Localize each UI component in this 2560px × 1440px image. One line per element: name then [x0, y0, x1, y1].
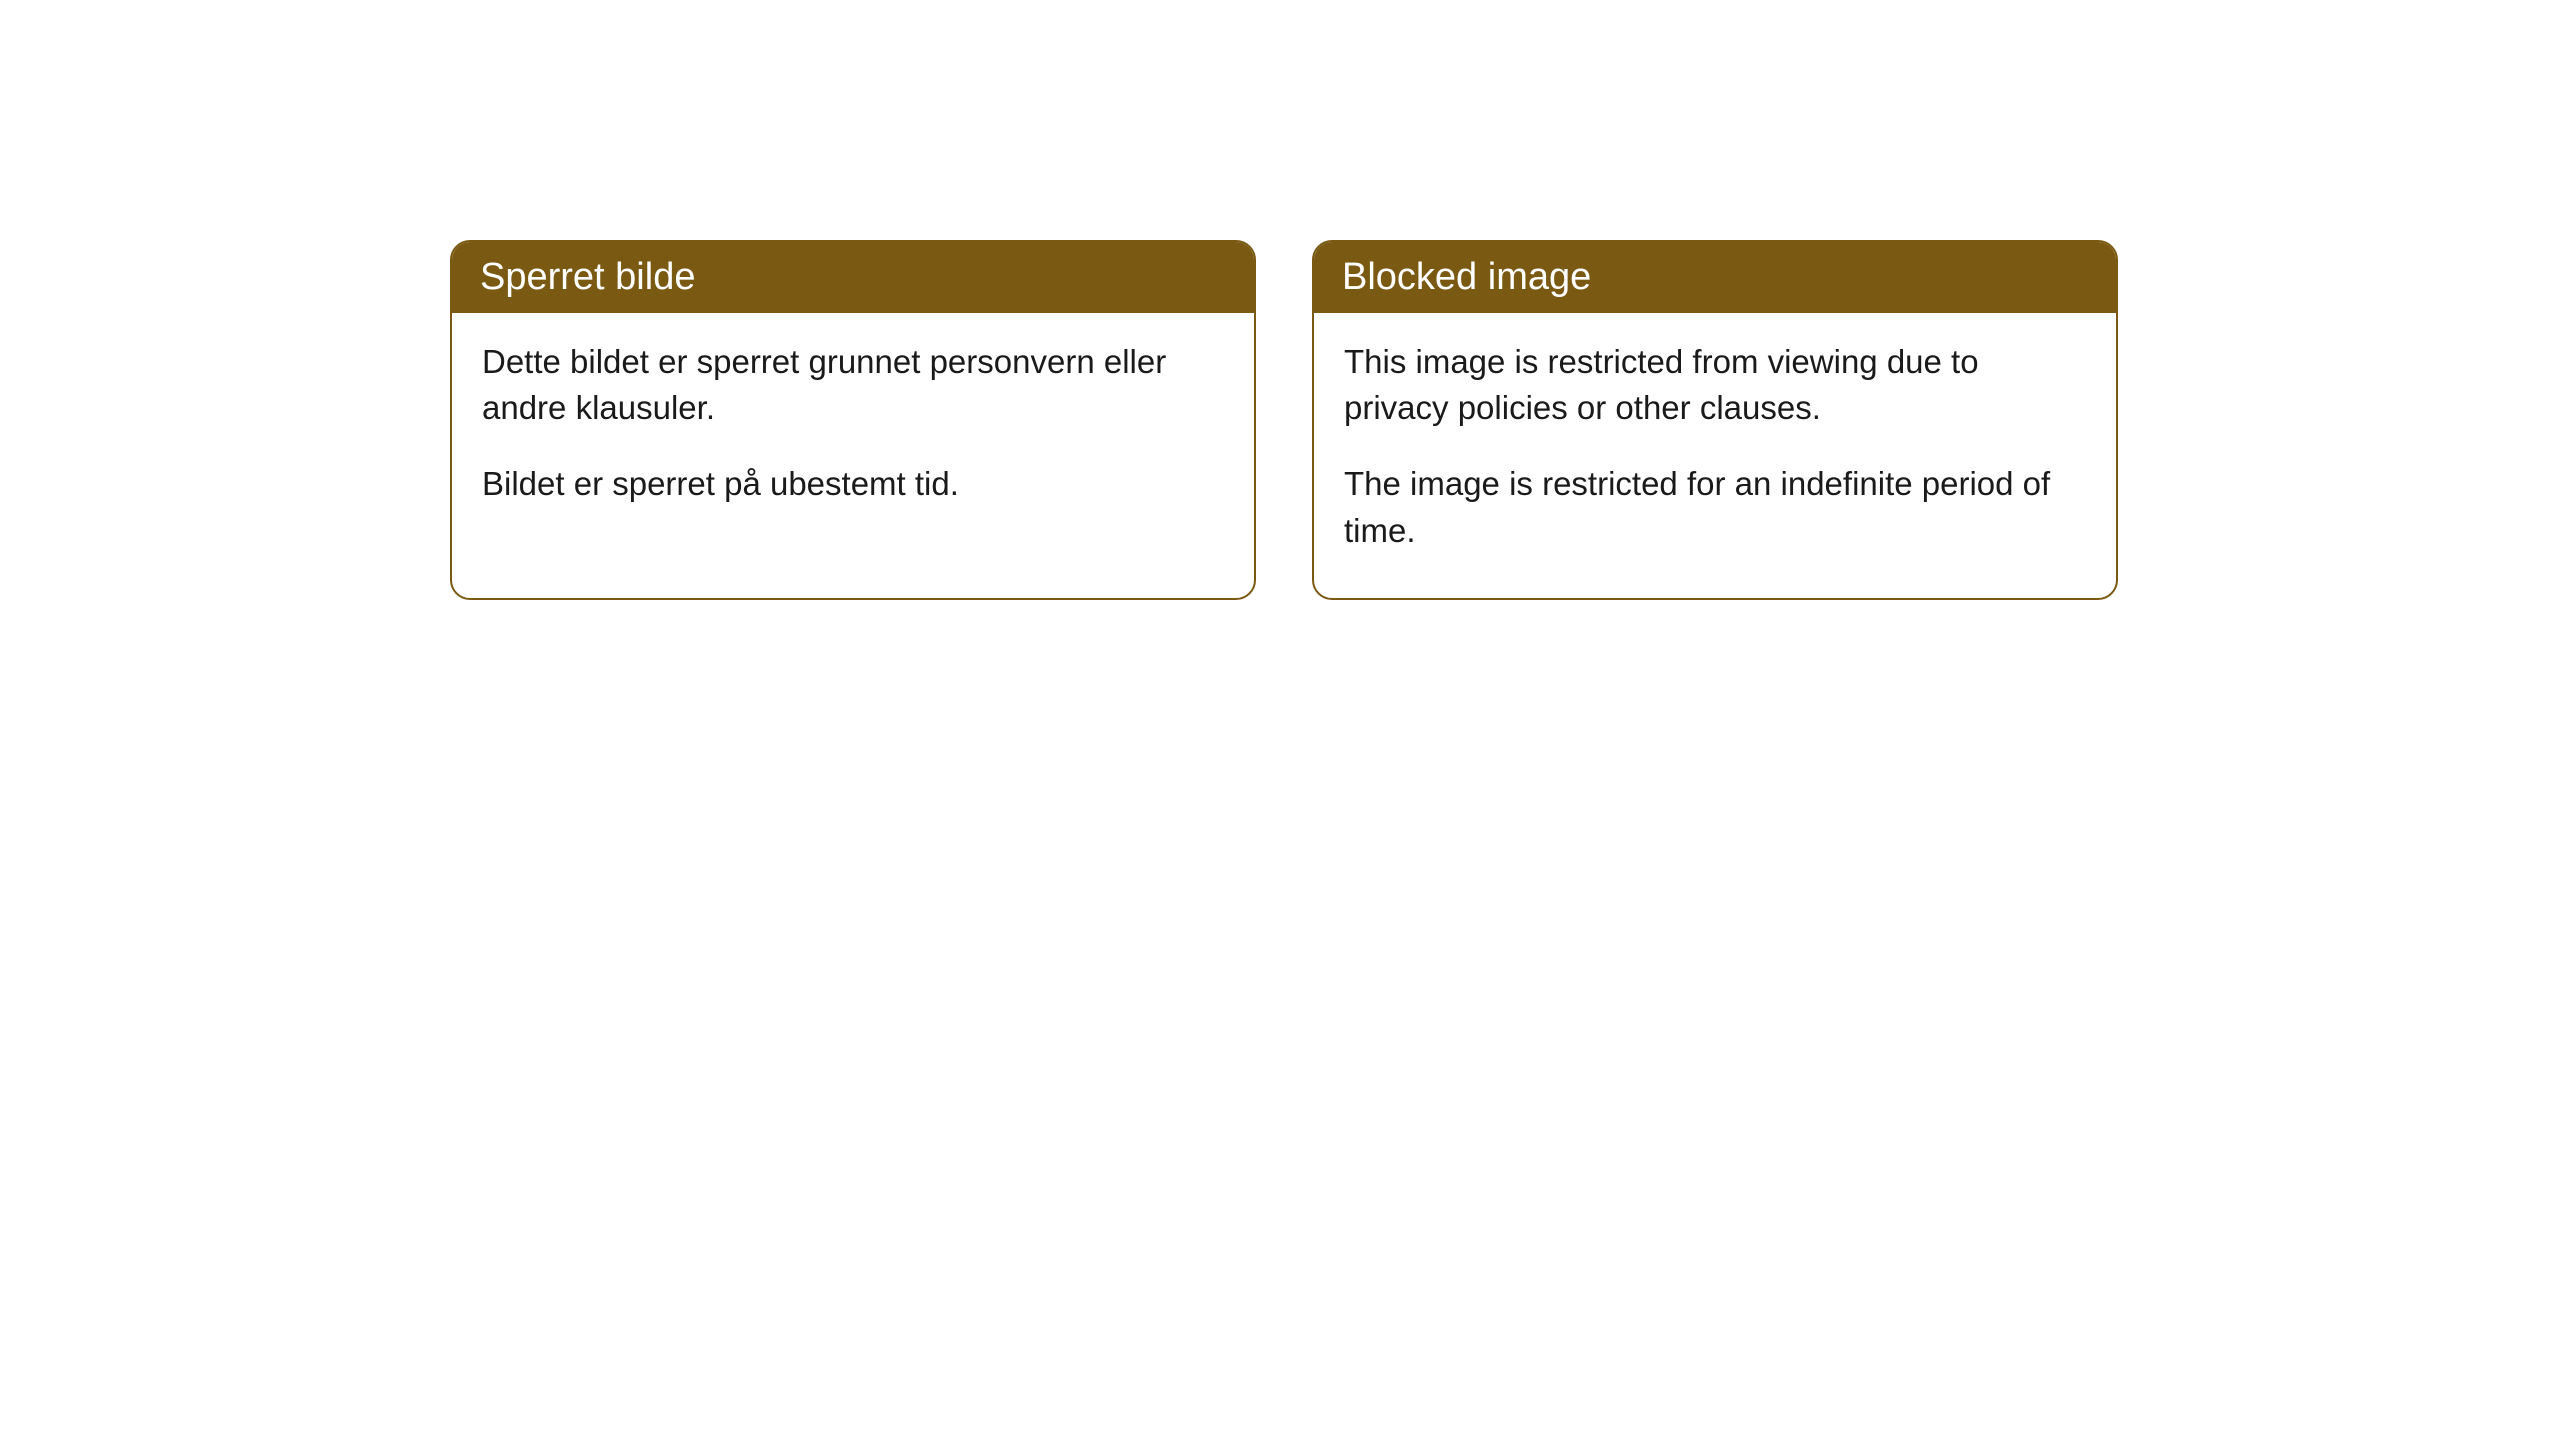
card-paragraph-1: Dette bildet er sperret grunnet personve…: [482, 339, 1224, 431]
card-paragraph-2: The image is restricted for an indefinit…: [1344, 461, 2086, 553]
card-header: Blocked image: [1314, 242, 2116, 313]
card-paragraph-2: Bildet er sperret på ubestemt tid.: [482, 461, 1224, 507]
blocked-image-card-no: Sperret bilde Dette bildet er sperret gr…: [450, 240, 1256, 600]
card-paragraph-1: This image is restricted from viewing du…: [1344, 339, 2086, 431]
card-title: Blocked image: [1342, 256, 1591, 298]
card-title: Sperret bilde: [480, 256, 695, 298]
blocked-image-card-en: Blocked image This image is restricted f…: [1312, 240, 2118, 600]
cards-container: Sperret bilde Dette bildet er sperret gr…: [0, 0, 2560, 600]
card-body: This image is restricted from viewing du…: [1314, 313, 2116, 598]
card-header: Sperret bilde: [452, 242, 1254, 313]
card-body: Dette bildet er sperret grunnet personve…: [452, 313, 1254, 552]
